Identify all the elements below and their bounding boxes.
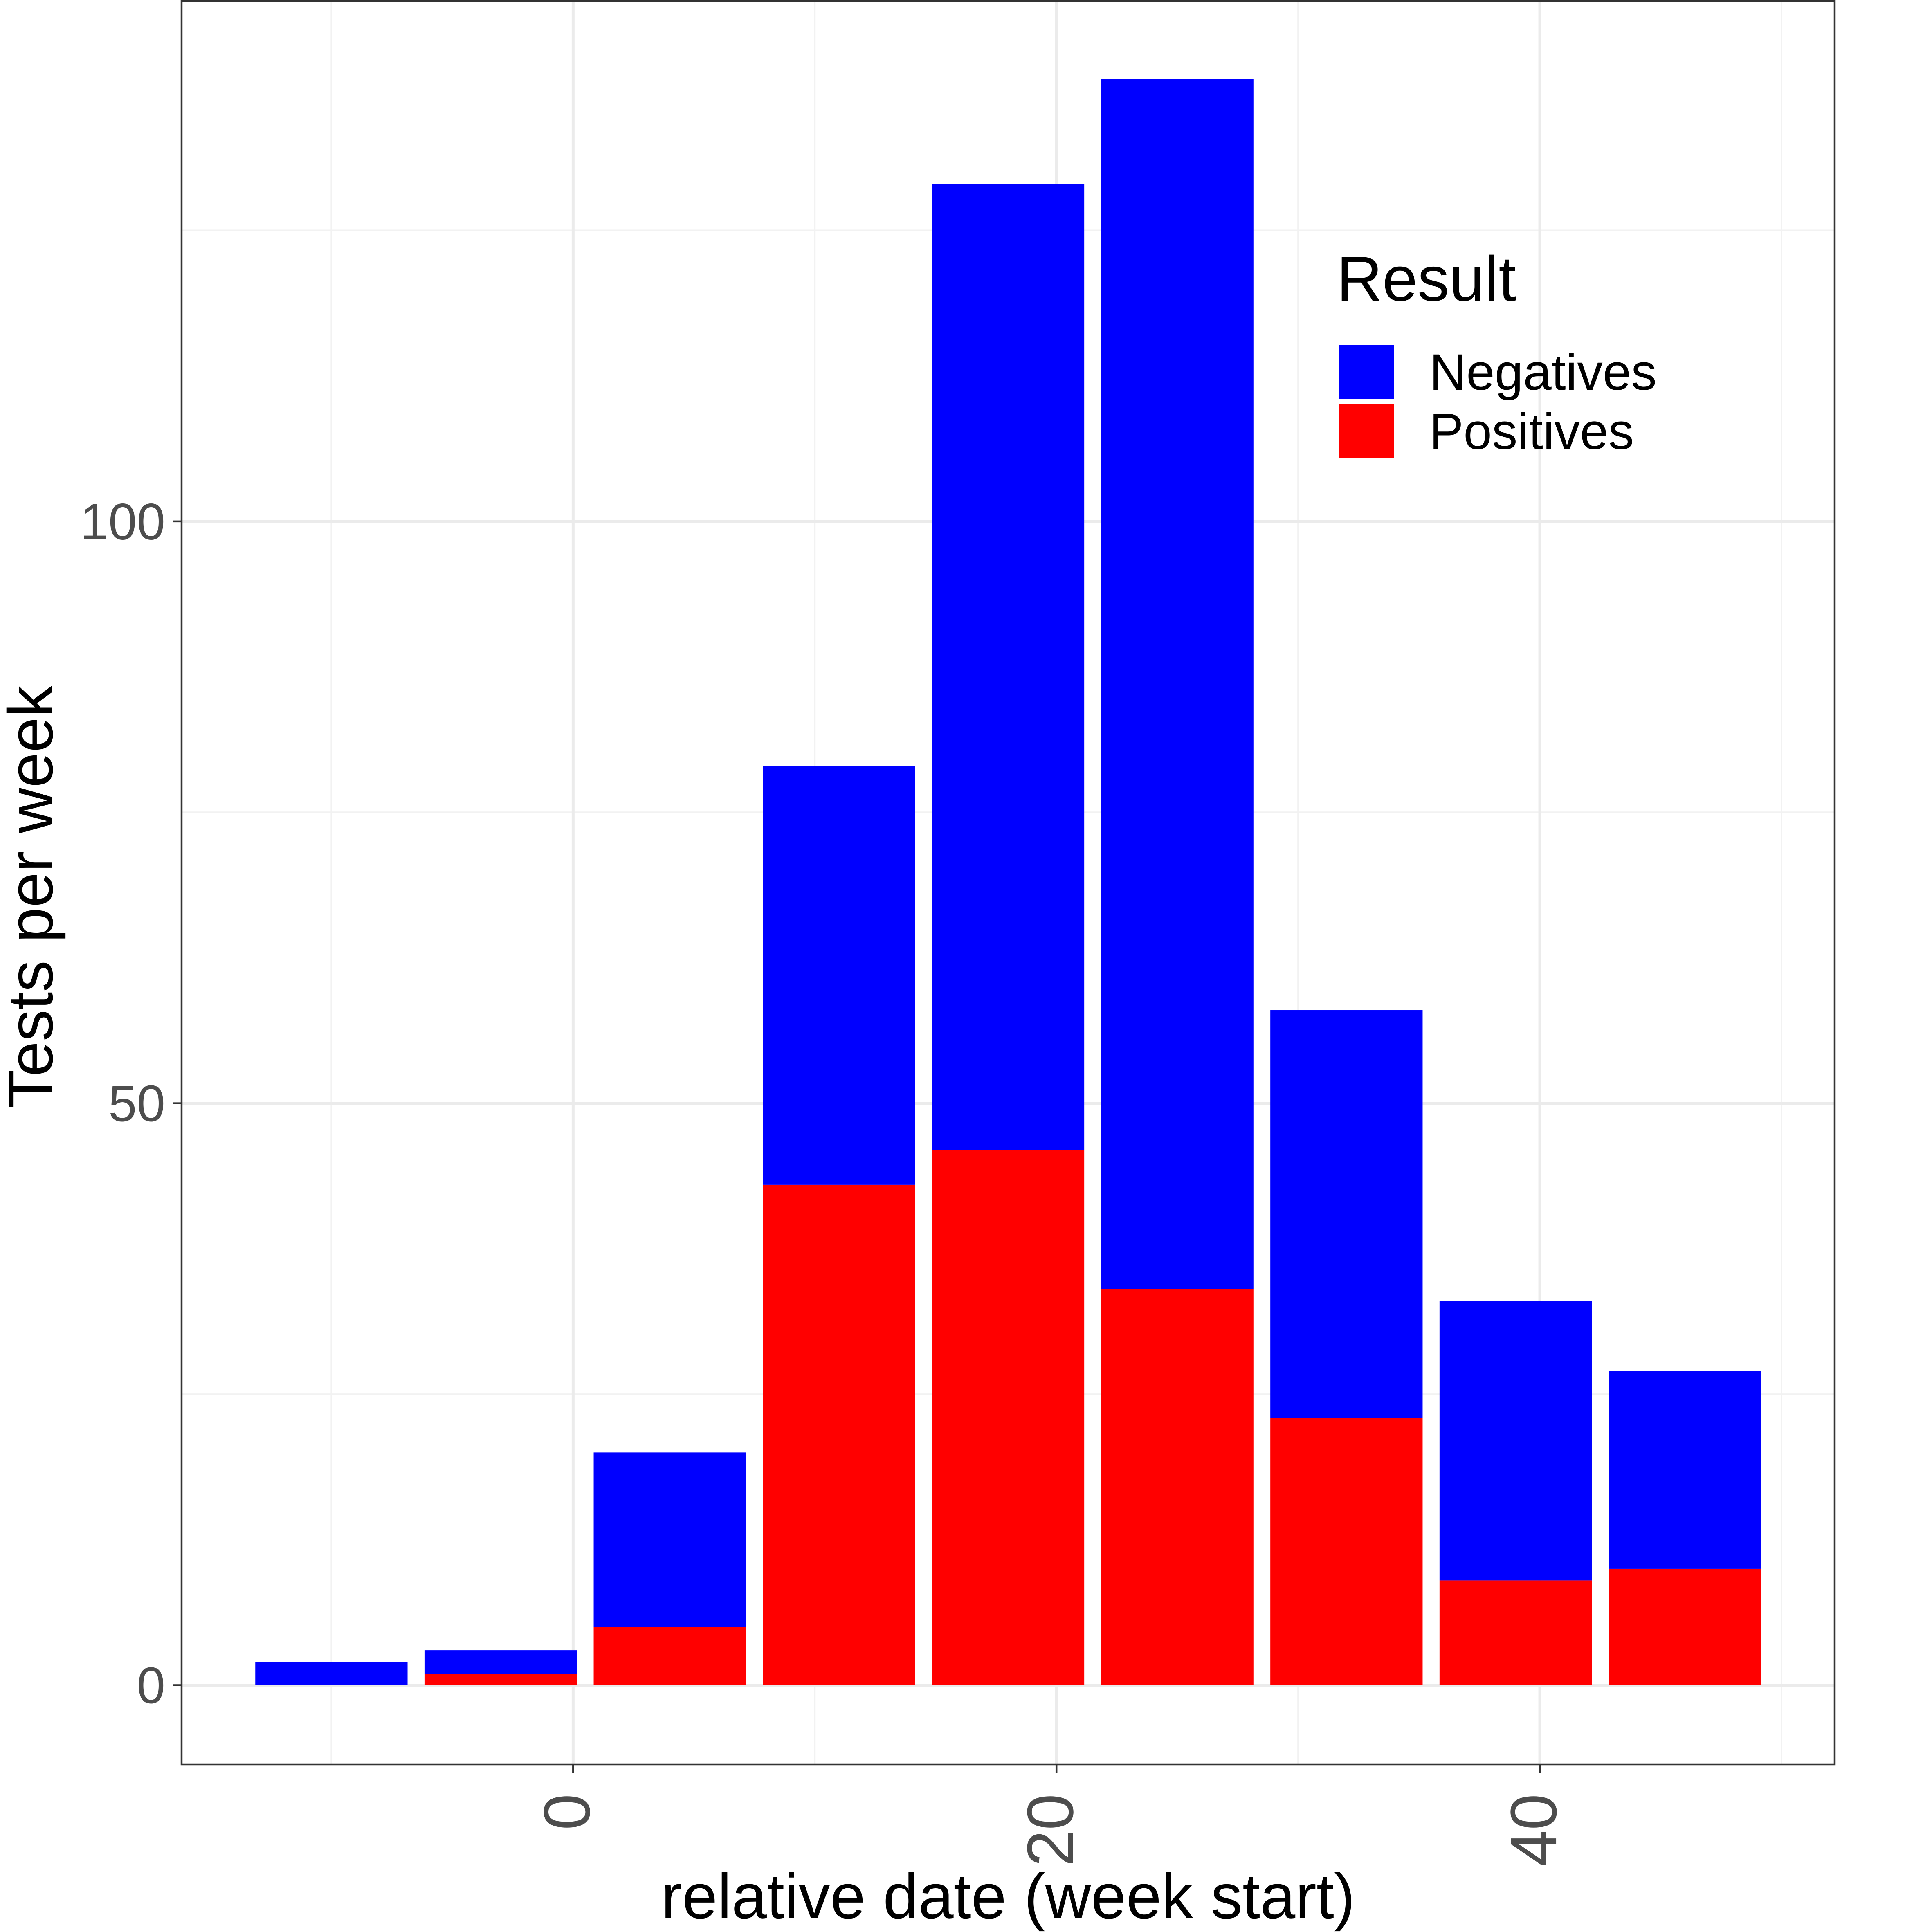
bar-positives [424,1674,577,1685]
legend-key-negatives [1339,345,1394,399]
bar-negatives [932,184,1085,1150]
bar-negatives [763,766,915,1185]
bar-negatives [1101,79,1254,1289]
legend-title: Result [1337,243,1516,314]
y-tick-label: 50 [108,1076,165,1132]
y-tick-label: 100 [80,494,165,550]
legend-key-positives [1339,404,1394,458]
x-tick-label: 20 [1013,1794,1087,1867]
bar-positives [1439,1580,1592,1685]
y-axis-title: Tests per week [0,685,66,1108]
bar-positives [763,1184,915,1685]
bar-positives [932,1150,1085,1685]
panel-border [180,0,1836,1766]
bar-negatives [1439,1301,1592,1581]
bar-positives [1609,1568,1761,1685]
bar-negatives [1609,1371,1761,1569]
bar-positives [593,1627,746,1685]
axis-ticks: 0 50 100 0 20 40 [80,494,1570,1867]
x-axis-title: relative date (week start) [661,1861,1355,1932]
bar-positives [1270,1417,1423,1685]
bar-positives [1101,1289,1254,1685]
bar-negatives [1270,1010,1423,1418]
x-tick-label: 0 [530,1794,603,1830]
y-tick-label: 0 [137,1657,165,1714]
bar-negatives [593,1452,746,1627]
bars [255,79,1761,1685]
x-tick-label: 40 [1497,1794,1570,1867]
legend-label-negatives: Negatives [1429,344,1657,401]
legend-label-positives: Positives [1429,403,1634,460]
bar-negatives [255,1662,408,1685]
bar-negatives [424,1650,577,1674]
